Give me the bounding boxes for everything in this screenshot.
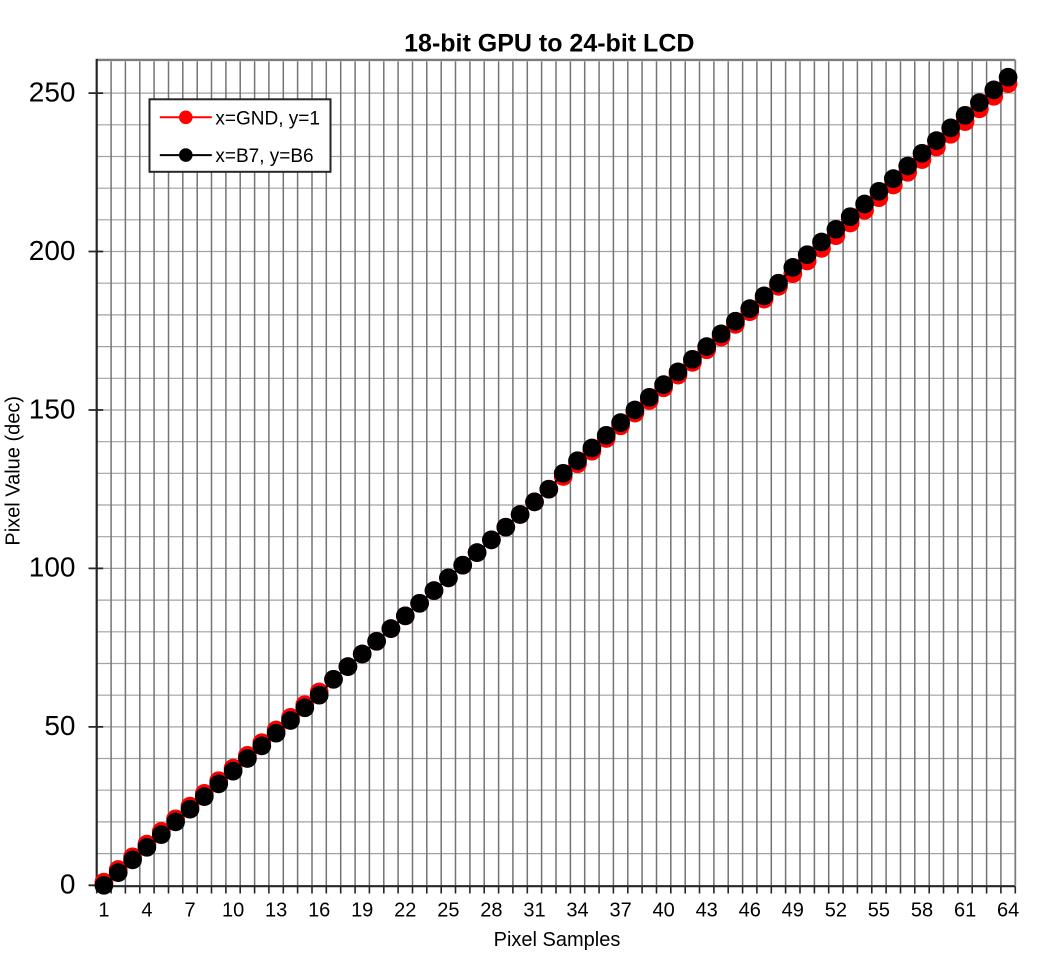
svg-text:Pixel Samples: Pixel Samples	[494, 929, 621, 951]
svg-text:7: 7	[184, 899, 195, 921]
svg-text:34: 34	[566, 899, 588, 921]
svg-text:31: 31	[523, 899, 545, 921]
svg-text:55: 55	[868, 899, 890, 921]
svg-text:150: 150	[29, 393, 76, 424]
svg-text:10: 10	[222, 899, 244, 921]
svg-text:61: 61	[954, 899, 976, 921]
svg-text:49: 49	[782, 899, 804, 921]
svg-text:28: 28	[480, 899, 502, 921]
svg-text:0: 0	[60, 869, 76, 900]
svg-text:52: 52	[825, 899, 847, 921]
svg-text:18-bit GPU to 24-bit LCD: 18-bit GPU to 24-bit LCD	[404, 30, 694, 58]
svg-text:50: 50	[44, 710, 75, 741]
svg-text:22: 22	[394, 899, 416, 921]
svg-text:13: 13	[265, 899, 287, 921]
svg-text:40: 40	[652, 899, 674, 921]
svg-text:58: 58	[911, 899, 933, 921]
svg-text:Pixel Value (dec): Pixel Value (dec)	[3, 396, 25, 546]
svg-text:1: 1	[98, 899, 109, 921]
svg-text:16: 16	[308, 899, 330, 921]
svg-text:19: 19	[351, 899, 373, 921]
svg-text:x=B7, y=B6: x=B7, y=B6	[215, 146, 313, 167]
svg-text:43: 43	[696, 899, 718, 921]
svg-text:4: 4	[141, 899, 152, 921]
svg-text:x=GND, y=1: x=GND, y=1	[215, 108, 320, 129]
svg-text:25: 25	[437, 899, 459, 921]
svg-text:100: 100	[29, 552, 76, 583]
svg-text:46: 46	[739, 899, 761, 921]
svg-text:64: 64	[997, 899, 1019, 921]
svg-text:37: 37	[609, 899, 631, 921]
svg-text:200: 200	[29, 235, 76, 266]
svg-text:250: 250	[29, 76, 76, 107]
